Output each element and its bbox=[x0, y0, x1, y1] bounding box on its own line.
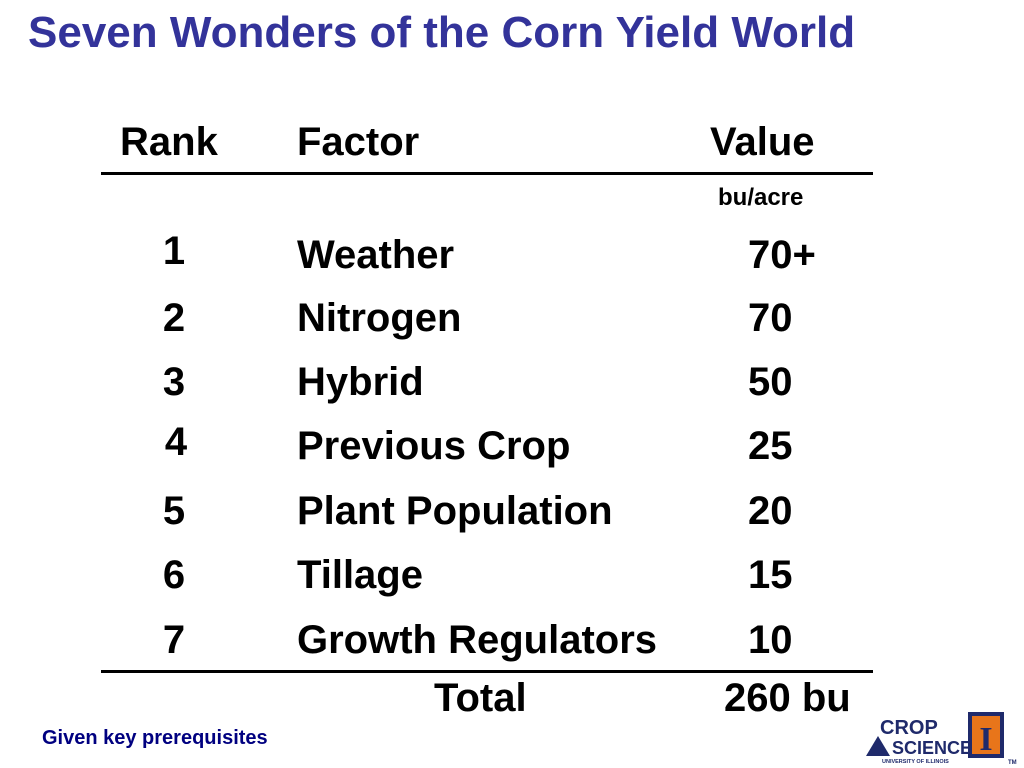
column-header-value: Value bbox=[710, 120, 815, 164]
rank-cell: 1 bbox=[162, 229, 186, 273]
value-cell: 10 bbox=[748, 618, 793, 662]
factor-cell: Growth Regulators bbox=[297, 618, 658, 662]
column-header-factor: Factor bbox=[297, 120, 420, 164]
factor-cell: Weather bbox=[297, 233, 455, 277]
factor-cell: Plant Population bbox=[297, 489, 613, 533]
table-bottom-rule bbox=[101, 670, 873, 673]
total-label: Total bbox=[434, 676, 527, 720]
trademark-symbol: TM bbox=[1008, 760, 1017, 766]
value-cell: 50 bbox=[748, 360, 793, 404]
factor-cell: Hybrid bbox=[297, 360, 424, 404]
table-row: 2 Nitrogen 70 bbox=[0, 296, 1024, 346]
value-cell: 25 bbox=[748, 424, 793, 468]
value-cell: 70 bbox=[748, 296, 793, 340]
logo-text-university: UNIVERSITY OF ILLINOIS bbox=[882, 759, 949, 765]
rank-cell: 4 bbox=[164, 420, 188, 464]
table-row: 4 Previous Crop 25 bbox=[0, 420, 1024, 470]
table-row: 7 Growth Regulators 10 bbox=[0, 618, 1024, 668]
value-cell: 20 bbox=[748, 489, 793, 533]
illinois-emblem-letter: I bbox=[979, 721, 992, 758]
factor-cell: Tillage bbox=[297, 553, 423, 597]
table-row: 5 Plant Population 20 bbox=[0, 489, 1024, 539]
factor-cell: Nitrogen bbox=[297, 296, 462, 340]
rank-cell: 2 bbox=[162, 296, 186, 340]
crop-sciences-logo: CROP SCIENCES UNIVERSITY OF ILLINOIS I T… bbox=[866, 712, 1017, 766]
table-top-rule bbox=[101, 172, 873, 175]
footnote: Given key prerequisites bbox=[42, 727, 268, 749]
table-row: 3 Hybrid 50 bbox=[0, 360, 1024, 410]
rank-cell: 3 bbox=[162, 360, 186, 404]
factor-cell: Previous Crop bbox=[297, 424, 571, 468]
logo-text-sciences: SCIENCES bbox=[892, 738, 984, 758]
slide-title: Seven Wonders of the Corn Yield World bbox=[28, 8, 856, 57]
rank-cell: 5 bbox=[162, 489, 186, 533]
table-row: 6 Tillage 15 bbox=[0, 553, 1024, 603]
value-cell: 15 bbox=[748, 553, 793, 597]
logo-text-crop: CROP bbox=[880, 717, 938, 739]
value-unit-label: bu/acre bbox=[718, 184, 804, 211]
total-value: 260 bu bbox=[724, 676, 851, 720]
triangle-icon bbox=[866, 736, 890, 756]
column-header-rank: Rank bbox=[120, 120, 218, 164]
value-cell: 70+ bbox=[748, 233, 816, 277]
rank-cell: 7 bbox=[162, 618, 186, 662]
table-row: 1 Weather 70+ bbox=[0, 229, 1024, 279]
rank-cell: 6 bbox=[162, 553, 186, 597]
